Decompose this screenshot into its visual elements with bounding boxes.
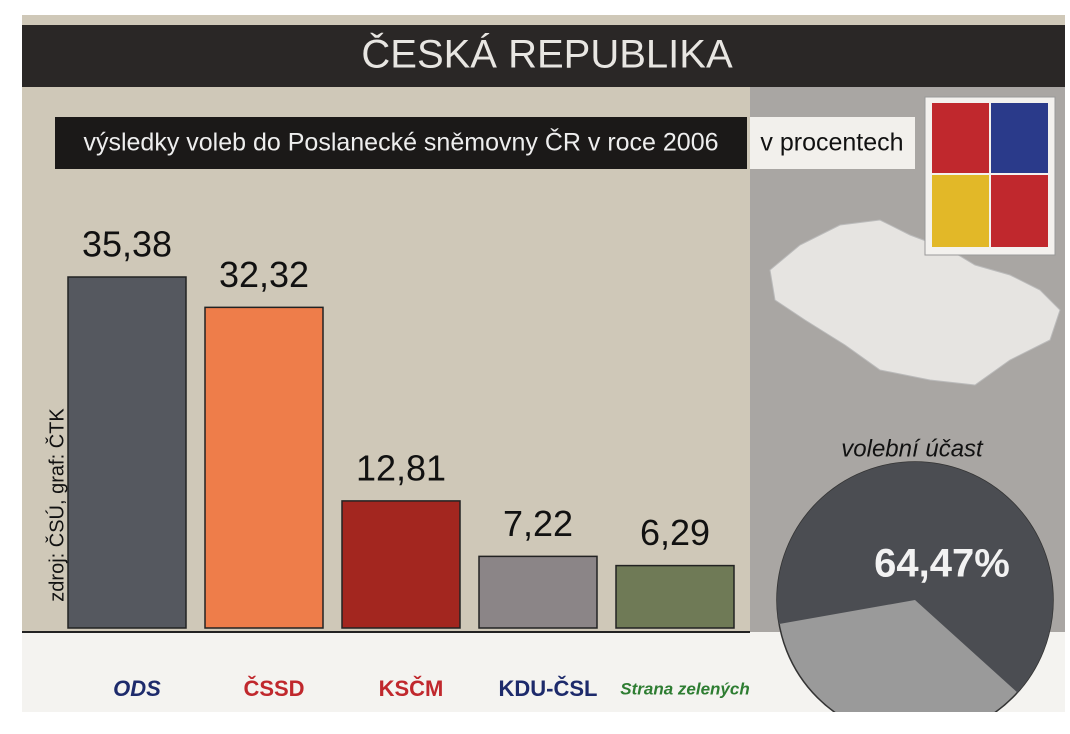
header-band bbox=[22, 25, 1065, 87]
bar bbox=[341, 500, 461, 629]
party-label: Strana zelených bbox=[620, 679, 749, 698]
pie-value-label: 64,47% bbox=[874, 542, 1010, 586]
source-label: zdroj: ČSÚ, graf: ČTK bbox=[45, 408, 68, 602]
party-label: KSČM bbox=[379, 676, 444, 701]
pie bbox=[776, 461, 1054, 712]
bar bbox=[67, 276, 187, 629]
party-label: KDU-ČSL bbox=[499, 676, 598, 701]
subtitle-band bbox=[55, 117, 747, 169]
value-label: 12,81 bbox=[356, 447, 446, 488]
value-label: 7,22 bbox=[503, 503, 573, 544]
coat-of-arms bbox=[924, 96, 1056, 256]
chart-title: ČESKÁ REPUBLIKA bbox=[361, 32, 733, 77]
party-label: ČSSD bbox=[243, 676, 304, 701]
pie-title: volební účast bbox=[841, 435, 984, 462]
bar bbox=[478, 555, 598, 629]
value-label: 35,38 bbox=[82, 224, 172, 265]
party-label: ODS bbox=[113, 676, 161, 701]
pie-slice bbox=[777, 461, 1053, 693]
value-label: 32,32 bbox=[219, 254, 309, 295]
subtitle: výsledky voleb do Poslanecké sněmovny ČR… bbox=[83, 128, 718, 157]
value-label: 6,29 bbox=[640, 512, 710, 553]
bar bbox=[204, 306, 324, 629]
unit-box bbox=[750, 117, 915, 169]
unit-label: v procentech bbox=[760, 129, 903, 157]
map-shape bbox=[769, 219, 1061, 386]
bar bbox=[615, 564, 735, 629]
